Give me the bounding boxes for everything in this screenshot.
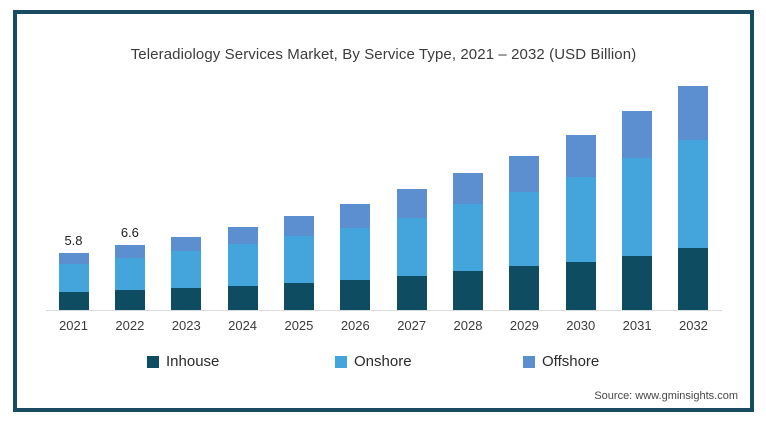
x-axis-label-2022: 2022 <box>115 318 145 333</box>
bar-segment-2031-onshore <box>622 157 653 256</box>
bar-segment-2030-offshore <box>565 134 596 178</box>
x-axis-label-2024: 2024 <box>228 318 258 333</box>
bar-segment-2023-offshore <box>171 236 202 251</box>
bar-column-2023 <box>158 236 214 310</box>
x-axis-label-2032: 2032 <box>678 318 708 333</box>
bar-segment-2032-offshore <box>678 86 709 140</box>
bar-segment-2022-onshore <box>114 257 145 291</box>
stacked-bar-2027 <box>396 189 427 310</box>
bar-segment-2032-inhouse <box>678 247 709 310</box>
x-axis-label-2027: 2027 <box>397 318 427 333</box>
legend-swatch-inhouse <box>147 355 159 368</box>
bar-segment-2024-offshore <box>227 226 258 244</box>
bar-segment-2030-onshore <box>565 177 596 262</box>
bar-segment-2024-onshore <box>227 243 258 287</box>
stacked-bar-2022 <box>114 244 145 310</box>
stacked-bar-2028 <box>453 173 484 310</box>
bar-segment-2027-offshore <box>396 189 427 218</box>
chart-title: Teleradiology Services Market, By Servic… <box>130 46 637 63</box>
bar-segment-2026-onshore <box>340 227 371 281</box>
source-attribution: Source: www.gminsights.com <box>594 390 738 402</box>
bar-column-2026 <box>327 204 383 310</box>
bar-segment-2031-inhouse <box>622 255 653 310</box>
legend-label-offshore: Offshore <box>542 353 600 370</box>
x-axis-label-2031: 2031 <box>622 318 652 333</box>
bar-segment-2030-inhouse <box>565 261 596 310</box>
legend-label-inhouse: Inhouse <box>166 353 220 370</box>
legend-label-onshore: Onshore <box>354 353 412 370</box>
bar-segment-2028-offshore <box>453 173 484 205</box>
stacked-bar-2023 <box>171 236 202 310</box>
stacked-bar-2025 <box>283 215 314 310</box>
bar-segment-2028-onshore <box>453 204 484 272</box>
legend-item-inhouse: Inhouse <box>147 353 335 370</box>
stacked-bar-2024 <box>227 226 258 310</box>
x-axis-label-2026: 2026 <box>340 318 370 333</box>
bar-segment-2023-onshore <box>171 250 202 289</box>
bar-segment-2028-inhouse <box>453 271 484 310</box>
stacked-bar-2026 <box>340 204 371 310</box>
bar-segment-2029-offshore <box>509 155 540 193</box>
bar-column-2028 <box>440 173 496 310</box>
bar-segment-2025-onshore <box>283 235 314 284</box>
plot-area: 5.8 6.6 2021 2022 2023 2024 2025 2026 2027 2028 2… <box>45 85 722 333</box>
x-axis-label-2025: 2025 <box>284 318 314 333</box>
bar-segment-2029-inhouse <box>509 266 540 310</box>
stacked-bar-2030 <box>565 134 596 310</box>
x-axis-label-2029: 2029 <box>509 318 539 333</box>
chart-frame: Teleradiology Services Market, By Servic… <box>13 10 754 412</box>
stacked-bar-2021 <box>58 252 89 310</box>
bar-column-2025 <box>271 215 327 310</box>
stacked-bar-2032 <box>678 86 709 310</box>
bar-column-2031 <box>609 111 665 310</box>
bar-segment-2025-inhouse <box>283 283 314 310</box>
legend-item-onshore: Onshore <box>335 353 523 370</box>
x-axis-label-2028: 2028 <box>453 318 483 333</box>
x-axis-label-2023: 2023 <box>171 318 201 333</box>
bar-column-2032 <box>665 86 721 310</box>
legend: Inhouse Onshore Offshore <box>147 353 750 370</box>
bar-value-label-2022: 6.6 <box>120 224 139 240</box>
bar-column-2027 <box>384 189 440 310</box>
bar-segment-2026-offshore <box>340 204 371 228</box>
x-axis-labels: 2021 2022 2023 2024 2025 2026 2027 2028 2029 2030… <box>46 318 722 333</box>
bar-segment-2025-offshore <box>283 215 314 236</box>
bar-segment-2021-offshore <box>58 252 89 265</box>
bar-column-2021: 5.8 <box>46 233 102 310</box>
bar-segment-2027-inhouse <box>396 276 427 310</box>
bar-segment-2023-inhouse <box>171 288 202 310</box>
legend-swatch-offshore <box>523 355 535 368</box>
bar-segment-2021-onshore <box>58 264 89 293</box>
bar-segment-2027-onshore <box>396 217 427 277</box>
stacked-bar-2029 <box>509 155 540 310</box>
bars-container: 5.8 6.6 <box>45 85 722 311</box>
bar-column-2024 <box>215 226 271 310</box>
bar-segment-2031-offshore <box>622 111 653 158</box>
x-axis-label-2030: 2030 <box>566 318 596 333</box>
bar-column-2030 <box>553 134 609 310</box>
legend-item-offshore: Offshore <box>523 353 711 370</box>
bar-column-2022: 6.6 <box>102 225 158 310</box>
bar-segment-2032-onshore <box>678 139 709 248</box>
x-axis-label-2021: 2021 <box>59 318 88 333</box>
bar-segment-2022-inhouse <box>114 290 145 310</box>
bar-segment-2021-inhouse <box>58 292 89 310</box>
bar-segment-2022-offshore <box>114 244 145 258</box>
bar-value-label-2021: 5.8 <box>64 232 83 248</box>
bar-segment-2029-onshore <box>509 192 540 267</box>
bar-column-2029 <box>496 155 552 310</box>
bar-segment-2024-inhouse <box>227 286 258 310</box>
bar-segment-2026-inhouse <box>340 280 371 310</box>
stacked-bar-2031 <box>622 111 653 310</box>
legend-swatch-onshore <box>335 355 347 368</box>
